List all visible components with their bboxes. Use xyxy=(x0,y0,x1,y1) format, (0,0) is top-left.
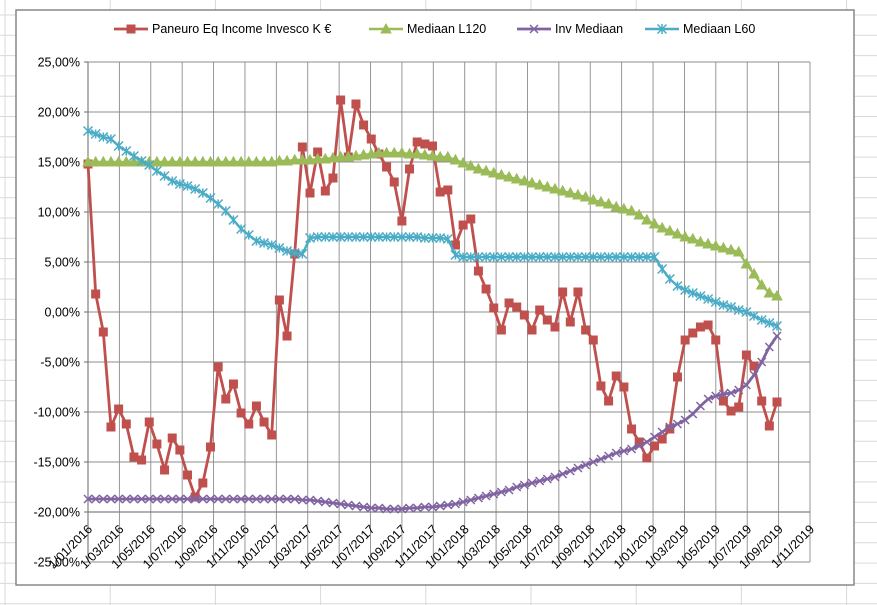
svg-text:-10,00%: -10,00% xyxy=(33,406,80,420)
legend-marker-triangle-icon xyxy=(369,23,403,34)
svg-text:0,00%: 0,00% xyxy=(45,306,80,320)
legend-item-paneuro-eq-income-invesco[interactable]: Paneuro Eq Income Invesco K € xyxy=(113,22,331,36)
svg-text:20,00%: 20,00% xyxy=(38,106,80,120)
svg-text:-5,00%: -5,00% xyxy=(40,356,80,370)
chart-legend: Paneuro Eq Income Invesco K € Mediaan L1… xyxy=(0,22,877,42)
legend-item-mediaan-l120[interactable]: Mediaan L120 xyxy=(368,22,486,36)
legend-item-mediaan-l60[interactable]: Mediaan L60 xyxy=(644,22,755,36)
axis-lines xyxy=(84,61,810,563)
y-axis-labels: 25,00% 20,00% 15,00% 10,00% 5,00% 0,00% -5,00%… xyxy=(33,56,80,570)
svg-text:-25,00%: -25,00% xyxy=(33,556,80,570)
legend-marker-asterisk-icon xyxy=(645,23,679,35)
series-paneuro-eq-income-invesco-k[interactable] xyxy=(83,95,782,502)
legend-label: Mediaan L60 xyxy=(683,22,756,36)
chart-area[interactable] xyxy=(15,9,855,586)
legend-label: Paneuro Eq Income Invesco K € xyxy=(152,22,332,36)
legend-label: Inv Mediaan xyxy=(555,22,624,36)
svg-text:-20,00%: -20,00% xyxy=(33,506,80,520)
svg-text:15,00%: 15,00% xyxy=(38,156,80,170)
series-mediaan-l60[interactable] xyxy=(82,125,783,332)
series-inv-mediaan[interactable] xyxy=(83,331,782,514)
legend-marker-x-icon xyxy=(517,24,551,34)
svg-text:-15,00%: -15,00% xyxy=(33,456,80,470)
legend-item-inv-mediaan[interactable]: Inv Mediaan xyxy=(516,22,623,36)
legend-marker-square-icon xyxy=(114,24,148,34)
svg-text:5,00%: 5,00% xyxy=(45,256,80,270)
series-mediaan-l120[interactable] xyxy=(82,146,783,301)
svg-text:10,00%: 10,00% xyxy=(38,206,80,220)
svg-text:25,00%: 25,00% xyxy=(38,56,80,70)
legend-label: Mediaan L120 xyxy=(407,22,487,36)
